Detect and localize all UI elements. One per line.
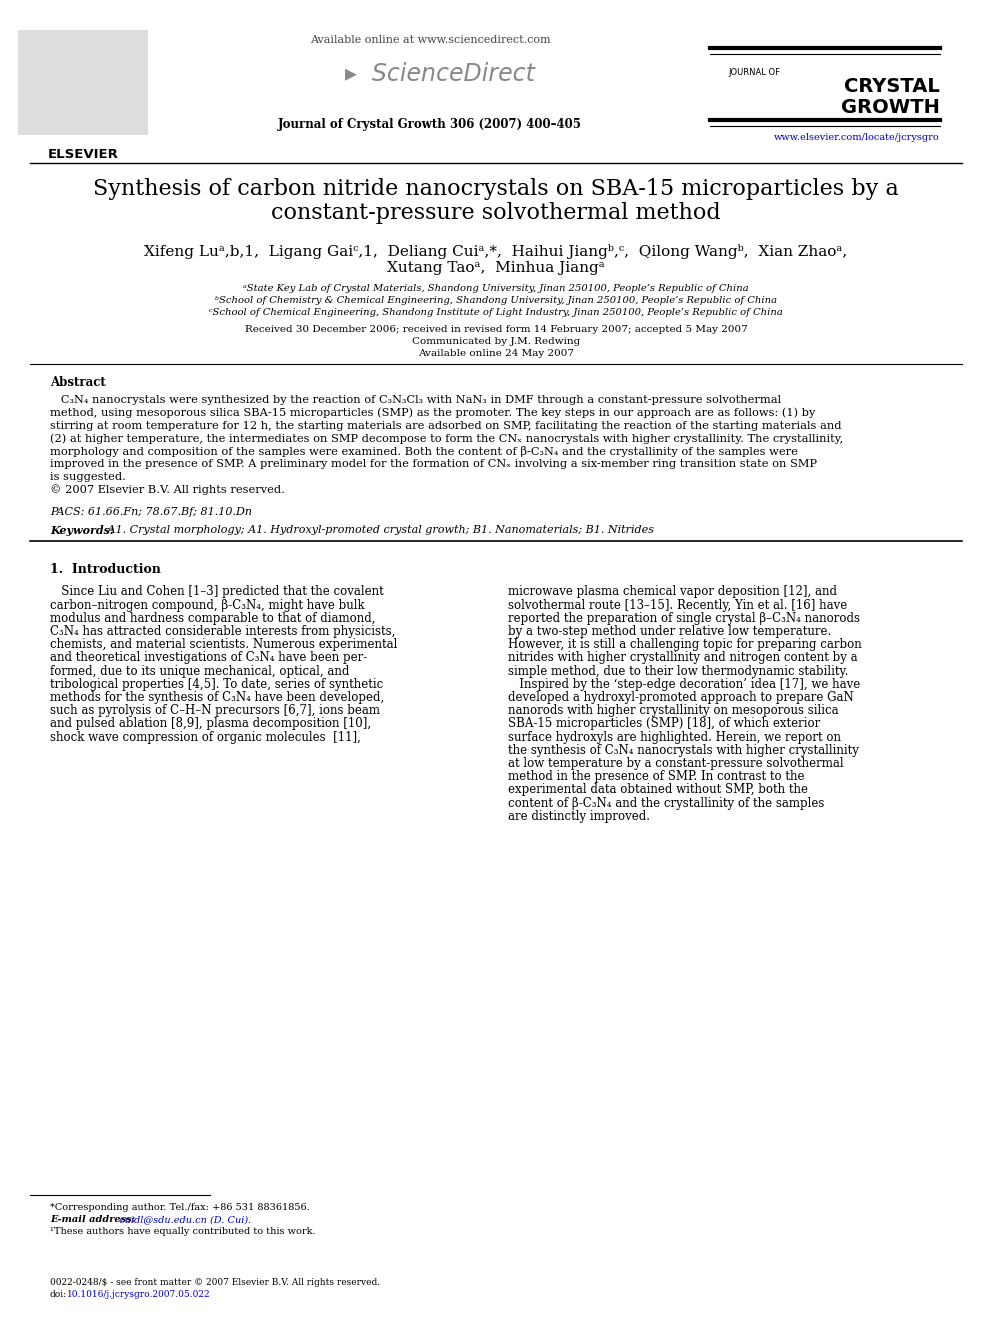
- Text: method in the presence of SMP. In contrast to the: method in the presence of SMP. In contra…: [508, 770, 805, 783]
- Text: experimental data obtained without SMP, both the: experimental data obtained without SMP, …: [508, 783, 808, 796]
- Text: and pulsed ablation [8,9], plasma decomposition [10],: and pulsed ablation [8,9], plasma decomp…: [50, 717, 371, 730]
- Text: C₃N₄ nanocrystals were synthesized by the reaction of C₃N₃Cl₃ with NaN₃ in DMF t: C₃N₄ nanocrystals were synthesized by th…: [50, 396, 781, 405]
- Text: formed, due to its unique mechanical, optical, and: formed, due to its unique mechanical, op…: [50, 664, 349, 677]
- Text: modulus and hardness comparable to that of diamond,: modulus and hardness comparable to that …: [50, 611, 376, 624]
- Text: improved in the presence of SMP. A preliminary model for the formation of CNₓ in: improved in the presence of SMP. A preli…: [50, 459, 817, 468]
- Text: Xifeng Luᵃ,b,1,  Ligang Gaiᶜ,1,  Deliang Cuiᵃ,*,  Haihui Jiangᵇ,ᶜ,  Qilong Wangᵇ: Xifeng Luᵃ,b,1, Ligang Gaiᶜ,1, Deliang C…: [145, 243, 847, 259]
- Text: simple method, due to their low thermodynamic stability.: simple method, due to their low thermody…: [508, 664, 848, 677]
- Text: content of β-C₃N₄ and the crystallinity of the samples: content of β-C₃N₄ and the crystallinity …: [508, 796, 824, 810]
- Text: Since Liu and Cohen [1–3] predicted that the covalent: Since Liu and Cohen [1–3] predicted that…: [50, 585, 384, 598]
- Text: tribological properties [4,5]. To date, series of synthetic: tribological properties [4,5]. To date, …: [50, 677, 383, 691]
- Text: Journal of Crystal Growth 306 (2007) 400–405: Journal of Crystal Growth 306 (2007) 400…: [278, 118, 582, 131]
- Text: PACS: 61.66.Fn; 78.67.Bf; 81.10.Dn: PACS: 61.66.Fn; 78.67.Bf; 81.10.Dn: [50, 508, 252, 517]
- Text: *Corresponding author. Tel./fax: +86 531 88361856.: *Corresponding author. Tel./fax: +86 531…: [50, 1203, 310, 1212]
- Text: ▸  ScienceDirect: ▸ ScienceDirect: [345, 62, 535, 86]
- Text: JOURNAL OF: JOURNAL OF: [728, 67, 780, 77]
- Text: by a two-step method under relative low temperature.: by a two-step method under relative low …: [508, 624, 831, 638]
- Text: solvothermal route [13–15]. Recently, Yin et al. [16] have: solvothermal route [13–15]. Recently, Yi…: [508, 598, 847, 611]
- Text: stirring at room temperature for 12 h, the starting materials are adsorbed on SM: stirring at room temperature for 12 h, t…: [50, 421, 841, 430]
- Text: E-mail address:: E-mail address:: [50, 1215, 135, 1224]
- Text: Keywords:: Keywords:: [50, 525, 114, 536]
- Text: is suggested.: is suggested.: [50, 472, 126, 482]
- Text: methods for the synthesis of C₃N₄ have been developed,: methods for the synthesis of C₃N₄ have b…: [50, 691, 384, 704]
- Text: and theoretical investigations of C₃N₄ have been per-: and theoretical investigations of C₃N₄ h…: [50, 651, 367, 664]
- Text: developed a hydroxyl-promoted approach to prepare GaN: developed a hydroxyl-promoted approach t…: [508, 691, 854, 704]
- Text: nitrides with higher crystallinity and nitrogen content by a: nitrides with higher crystallinity and n…: [508, 651, 858, 664]
- Text: www.elsevier.com/locate/jcrysgro: www.elsevier.com/locate/jcrysgro: [774, 134, 940, 142]
- Text: Xutang Taoᵃ,  Minhua Jiangᵃ: Xutang Taoᵃ, Minhua Jiangᵃ: [387, 261, 605, 275]
- Text: 10.1016/j.jcrysgro.2007.05.022: 10.1016/j.jcrysgro.2007.05.022: [67, 1290, 210, 1299]
- Text: reported the preparation of single crystal β–C₃N₄ nanorods: reported the preparation of single cryst…: [508, 611, 860, 624]
- Text: Available online 24 May 2007: Available online 24 May 2007: [418, 349, 574, 359]
- Text: cuidl@sdu.edu.cn (D. Cui).: cuidl@sdu.edu.cn (D. Cui).: [116, 1215, 251, 1224]
- Text: at low temperature by a constant-pressure solvothermal: at low temperature by a constant-pressur…: [508, 757, 843, 770]
- Text: ᶜSchool of Chemical Engineering, Shandong Institute of Light Industry, Jinan 250: ᶜSchool of Chemical Engineering, Shandon…: [209, 308, 783, 318]
- Text: Abstract: Abstract: [50, 376, 106, 389]
- Text: such as pyrolysis of C–H–N precursors [6,7], ions beam: such as pyrolysis of C–H–N precursors [6…: [50, 704, 380, 717]
- Text: Received 30 December 2006; received in revised form 14 February 2007; accepted 5: Received 30 December 2006; received in r…: [245, 325, 747, 333]
- Text: ELSEVIER: ELSEVIER: [48, 148, 118, 161]
- Text: (2) at higher temperature, the intermediates on SMP decompose to form the CNₓ na: (2) at higher temperature, the intermedi…: [50, 434, 843, 445]
- Text: SBA-15 microparticles (SMP) [18], of which exterior: SBA-15 microparticles (SMP) [18], of whi…: [508, 717, 820, 730]
- Text: Inspired by the ‘step-edge decoration’ idea [17], we have: Inspired by the ‘step-edge decoration’ i…: [508, 677, 860, 691]
- Text: ¹These authors have equally contributed to this work.: ¹These authors have equally contributed …: [50, 1226, 315, 1236]
- Text: 1.  Introduction: 1. Introduction: [50, 564, 161, 577]
- Text: © 2007 Elsevier B.V. All rights reserved.: © 2007 Elsevier B.V. All rights reserved…: [50, 484, 285, 495]
- Text: morphology and composition of the samples were examined. Both the content of β-C: morphology and composition of the sample…: [50, 446, 798, 458]
- Bar: [18, 30, 148, 135]
- Text: Communicated by J.M. Redwing: Communicated by J.M. Redwing: [412, 337, 580, 347]
- Text: chemists, and material scientists. Numerous experimental: chemists, and material scientists. Numer…: [50, 638, 398, 651]
- Text: However, it is still a challenging topic for preparing carbon: However, it is still a challenging topic…: [508, 638, 862, 651]
- Text: ᵃState Key Lab of Crystal Materials, Shandong University, Jinan 250100, People’s: ᵃState Key Lab of Crystal Materials, Sha…: [243, 284, 749, 292]
- Text: ᵇSchool of Chemistry & Chemical Engineering, Shandong University, Jinan 250100, : ᵇSchool of Chemistry & Chemical Engineer…: [215, 296, 777, 306]
- Text: CRYSTAL: CRYSTAL: [844, 77, 940, 97]
- Text: nanorods with higher crystallinity on mesoporous silica: nanorods with higher crystallinity on me…: [508, 704, 838, 717]
- Text: are distinctly improved.: are distinctly improved.: [508, 810, 650, 823]
- Text: Available online at www.sciencedirect.com: Available online at www.sciencedirect.co…: [310, 34, 551, 45]
- Text: the synthesis of C₃N₄ nanocrystals with higher crystallinity: the synthesis of C₃N₄ nanocrystals with …: [508, 744, 859, 757]
- Text: Synthesis of carbon nitride nanocrystals on SBA-15 microparticles by a: Synthesis of carbon nitride nanocrystals…: [93, 179, 899, 200]
- Text: carbon–nitrogen compound, β-C₃N₄, might have bulk: carbon–nitrogen compound, β-C₃N₄, might …: [50, 598, 365, 611]
- Text: method, using mesoporous silica SBA-15 microparticles (SMP) as the promoter. The: method, using mesoporous silica SBA-15 m…: [50, 407, 815, 418]
- Text: constant-pressure solvothermal method: constant-pressure solvothermal method: [271, 202, 721, 224]
- Text: microwave plasma chemical vapor deposition [12], and: microwave plasma chemical vapor depositi…: [508, 585, 837, 598]
- Text: surface hydroxyls are highlighted. Herein, we report on: surface hydroxyls are highlighted. Herei…: [508, 730, 841, 744]
- Text: C₃N₄ has attracted considerable interests from physicists,: C₃N₄ has attracted considerable interest…: [50, 624, 396, 638]
- Text: GROWTH: GROWTH: [841, 98, 940, 116]
- Text: 0022-0248/$ - see front matter © 2007 Elsevier B.V. All rights reserved.: 0022-0248/$ - see front matter © 2007 El…: [50, 1278, 380, 1287]
- Text: A1. Crystal morphology; A1. Hydroxyl-promoted crystal growth; B1. Nanomaterials;: A1. Crystal morphology; A1. Hydroxyl-pro…: [104, 525, 654, 536]
- Text: shock wave compression of organic molecules  [11],: shock wave compression of organic molecu…: [50, 730, 361, 744]
- Text: doi:: doi:: [50, 1290, 67, 1299]
